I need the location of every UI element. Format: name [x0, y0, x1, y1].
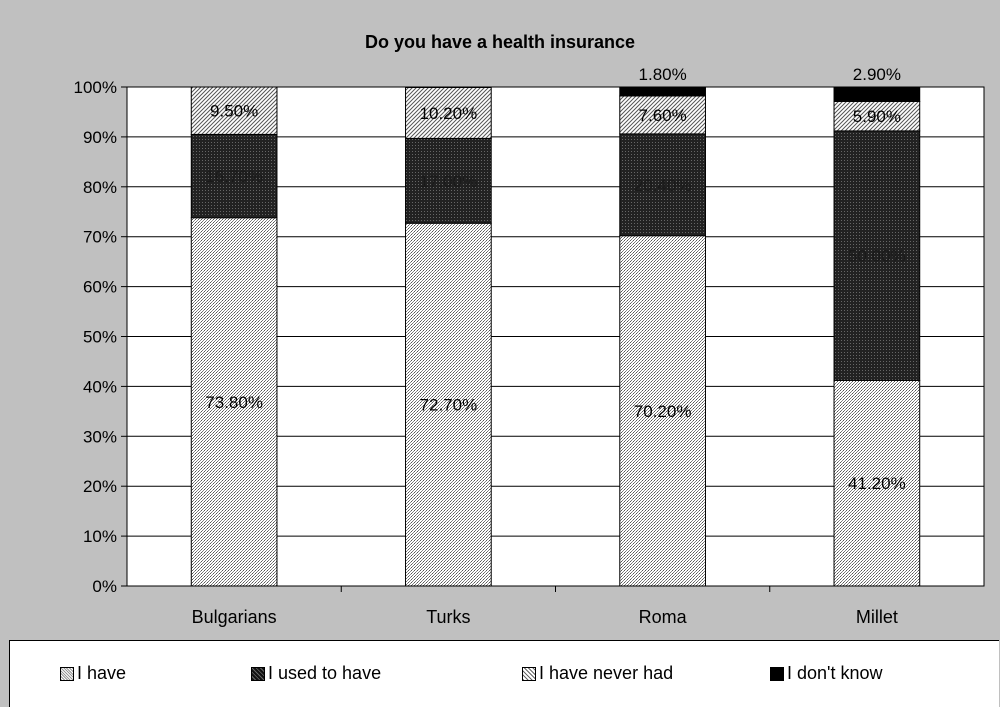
bar-segment	[405, 222, 492, 587]
y-tick-label: 40%	[83, 377, 117, 396]
y-tick-label: 70%	[83, 228, 117, 247]
y-tick-label: 90%	[83, 128, 117, 147]
y-tick-label: 50%	[83, 328, 117, 347]
legend-item: I used to have	[251, 663, 381, 684]
data-label: 73.80%	[205, 393, 263, 412]
legend-swatch	[522, 666, 536, 681]
data-label: 17.00%	[420, 172, 478, 191]
y-tick-label: 30%	[83, 427, 117, 446]
bar-segment	[405, 137, 492, 224]
x-tick-label: Bulgarians	[192, 607, 277, 627]
data-label: 7.60%	[639, 106, 687, 125]
chart-title: Do you have a health insurance	[365, 32, 635, 52]
y-tick-label: 10%	[83, 527, 117, 546]
data-label: 72.70%	[420, 396, 478, 415]
data-label: 2.90%	[853, 65, 901, 84]
data-label: 5.90%	[853, 107, 901, 126]
data-label: 9.50%	[210, 102, 258, 121]
x-tick-label: Millet	[856, 607, 898, 627]
y-tick-label: 80%	[83, 178, 117, 197]
legend-swatch	[60, 666, 74, 681]
data-label: 41.20%	[848, 474, 906, 493]
bar-segment	[190, 133, 278, 219]
y-tick-label: 20%	[83, 477, 117, 496]
legend-item: I have	[60, 663, 126, 684]
data-label: 70.20%	[634, 402, 692, 421]
bar-segment	[619, 95, 706, 135]
legend-label: I used to have	[268, 663, 382, 683]
bar-segment	[190, 86, 278, 135]
data-label: 16.70%	[205, 167, 263, 186]
y-tick-label: 0%	[92, 577, 117, 596]
x-tick-label: Turks	[426, 607, 470, 627]
bar-segment	[619, 133, 706, 237]
legend-label: I don't know	[787, 663, 883, 683]
y-tick-label: 60%	[83, 278, 117, 297]
legend-item: I have never had	[522, 663, 673, 684]
legend-swatch	[251, 666, 265, 681]
bar-segment	[833, 100, 921, 132]
legend-item: I don't know	[770, 663, 883, 684]
bar-segment	[833, 86, 921, 102]
data-label: 50.00%	[848, 247, 906, 266]
y-tick-label: 100%	[74, 78, 117, 97]
legend-swatch	[770, 666, 784, 681]
bar-segment	[619, 86, 706, 97]
data-label: 1.80%	[639, 65, 687, 84]
legend-label: I have never had	[539, 663, 674, 683]
data-label: 10.20%	[420, 104, 478, 123]
bar-segment	[619, 235, 706, 587]
legend: I have I used to have I have never had I do…	[9, 640, 999, 707]
data-label: 20.40%	[634, 176, 692, 195]
bar-segment	[405, 86, 492, 139]
x-tick-label: Roma	[639, 607, 688, 627]
chart-svg: 73.80% 16.70% 9.50% 72.70% 17.00% 10.20% 70.20…	[73, 32, 985, 627]
legend-label: I have	[77, 663, 127, 683]
bar-segment	[190, 217, 278, 587]
bar-segment	[833, 130, 921, 381]
